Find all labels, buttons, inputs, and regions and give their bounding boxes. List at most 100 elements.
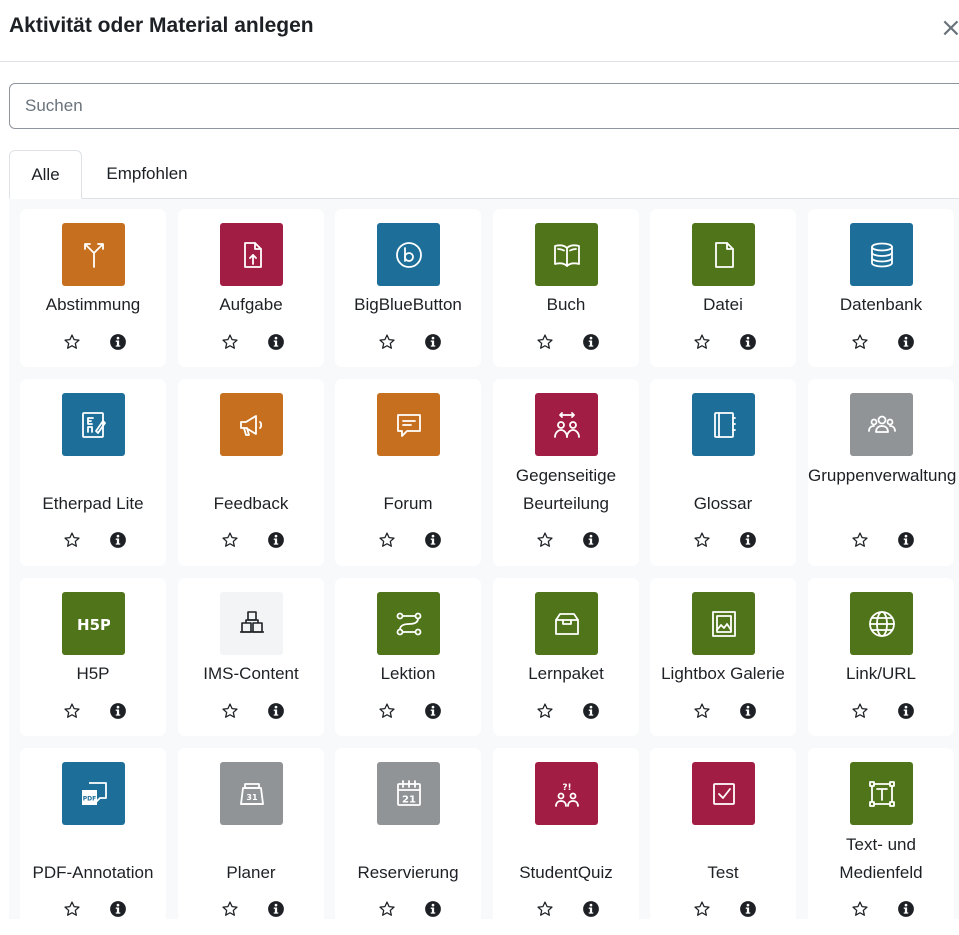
module-label: Reservierung [357, 863, 459, 882]
module-card-ims-content[interactable]: IMS-Content [178, 578, 324, 736]
module-card-planer[interactable]: 31 Planer [178, 748, 324, 935]
module-card-lernpaket[interactable]: Lernpaket [493, 578, 639, 736]
module-grid: Abstimmung Aufgabe BigBlueButton Buch Datei D… [9, 199, 959, 935]
info-icon[interactable] [267, 702, 285, 720]
star-icon[interactable] [378, 702, 396, 720]
info-icon[interactable] [109, 531, 127, 549]
star-icon[interactable] [851, 333, 869, 351]
info-icon[interactable] [582, 900, 600, 918]
module-card-glossar[interactable]: Glossar [650, 379, 796, 566]
star-icon[interactable] [378, 333, 396, 351]
star-icon[interactable] [536, 333, 554, 351]
module-card-gegenseitige-beurteilung[interactable]: Gegenseitige Beurteilung [493, 379, 639, 566]
info-icon[interactable] [897, 702, 915, 720]
module-card-bigbluebutton[interactable]: BigBlueButton [335, 209, 481, 367]
info-icon[interactable] [109, 900, 127, 918]
module-card-feedback[interactable]: Feedback [178, 379, 324, 566]
info-icon[interactable] [582, 702, 600, 720]
pdf-annotation-icon: PDF [62, 762, 125, 825]
star-icon[interactable] [851, 900, 869, 918]
choice-icon [62, 223, 125, 286]
module-card-lightbox-galerie[interactable]: Lightbox Galerie [650, 578, 796, 736]
info-icon[interactable] [424, 900, 442, 918]
module-card-test[interactable]: Test [650, 748, 796, 935]
module-label: Datei [703, 295, 743, 314]
info-icon[interactable] [897, 900, 915, 918]
glossary-icon [692, 393, 755, 456]
star-icon[interactable] [851, 531, 869, 549]
star-icon[interactable] [693, 531, 711, 549]
info-icon[interactable] [267, 333, 285, 351]
module-label: Buch [546, 295, 586, 314]
module-label: Text- und Medienfeld [839, 835, 923, 882]
star-icon[interactable] [221, 702, 239, 720]
module-label: Feedback [213, 494, 289, 513]
star-icon[interactable] [536, 900, 554, 918]
info-icon[interactable] [109, 702, 127, 720]
module-card-text-und-medienfeld[interactable]: Text- und Medienfeld [808, 748, 954, 935]
speech-bubble-icon [377, 393, 440, 456]
module-card-buch[interactable]: Buch [493, 209, 639, 367]
info-icon[interactable] [267, 900, 285, 918]
module-card-h5p[interactable]: H5P H5P [20, 578, 166, 736]
info-icon[interactable] [739, 531, 757, 549]
module-card-etherpad-lite[interactable]: Etherpad Lite [20, 379, 166, 566]
module-card-datenbank[interactable]: Datenbank [808, 209, 954, 367]
star-icon[interactable] [851, 702, 869, 720]
module-card-reservierung[interactable]: 21 Reservierung [335, 748, 481, 935]
info-icon[interactable] [424, 702, 442, 720]
star-icon[interactable] [693, 702, 711, 720]
star-icon[interactable] [63, 900, 81, 918]
module-label: Gruppenverwaltung [808, 466, 957, 485]
info-icon[interactable] [897, 531, 915, 549]
module-label: Abstimmung [45, 295, 141, 314]
info-icon[interactable] [897, 333, 915, 351]
module-card-pdf-annotation[interactable]: PDF PDF-Annotation [20, 748, 166, 935]
module-card-studentquiz[interactable]: ?! StudentQuiz [493, 748, 639, 935]
tab-recommended[interactable]: Empfohlen [106, 164, 188, 183]
module-label: Lernpaket [528, 664, 604, 683]
module-card-link-url[interactable]: Link/URL [808, 578, 954, 736]
star-icon[interactable] [693, 333, 711, 351]
star-icon[interactable] [536, 702, 554, 720]
tab-all[interactable]: Alle [9, 150, 82, 199]
info-icon[interactable] [739, 333, 757, 351]
star-icon[interactable] [63, 333, 81, 351]
module-card-abstimmung[interactable]: Abstimmung [20, 209, 166, 367]
star-icon[interactable] [536, 531, 554, 549]
info-icon[interactable] [424, 333, 442, 351]
quiz-check-icon [692, 762, 755, 825]
info-icon[interactable] [582, 333, 600, 351]
lesson-icon [377, 592, 440, 655]
text-media-icon [850, 762, 913, 825]
search-input[interactable] [9, 83, 959, 129]
star-icon[interactable] [221, 900, 239, 918]
module-card-forum[interactable]: Forum [335, 379, 481, 566]
star-icon[interactable] [378, 900, 396, 918]
module-label: Planer [226, 863, 276, 882]
module-label: Gegenseitige Beurteilung [515, 466, 617, 513]
module-label: H5P [76, 664, 110, 683]
star-icon[interactable] [63, 702, 81, 720]
globe-icon [850, 592, 913, 655]
close-icon[interactable]: × [940, 13, 959, 43]
star-icon[interactable] [63, 531, 81, 549]
module-label: Lektion [380, 664, 436, 683]
info-icon[interactable] [739, 702, 757, 720]
module-label: Datenbank [839, 295, 923, 314]
info-icon[interactable] [582, 531, 600, 549]
assignment-upload-icon [220, 223, 283, 286]
module-card-lektion[interactable]: Lektion [335, 578, 481, 736]
module-card-gruppenverwaltung[interactable]: Gruppenverwaltung [808, 379, 957, 566]
star-icon[interactable] [221, 531, 239, 549]
info-icon[interactable] [267, 531, 285, 549]
module-card-aufgabe[interactable]: Aufgabe [178, 209, 324, 367]
module-label: BigBlueButton [354, 295, 462, 314]
star-icon[interactable] [378, 531, 396, 549]
info-icon[interactable] [109, 333, 127, 351]
info-icon[interactable] [424, 531, 442, 549]
star-icon[interactable] [221, 333, 239, 351]
star-icon[interactable] [693, 900, 711, 918]
info-icon[interactable] [739, 900, 757, 918]
module-card-datei[interactable]: Datei [650, 209, 796, 367]
